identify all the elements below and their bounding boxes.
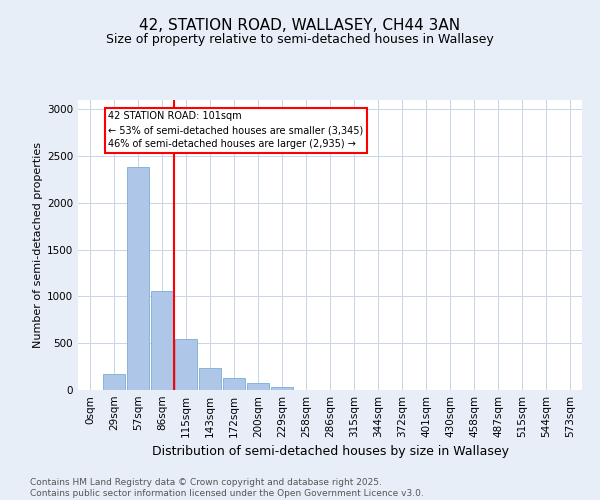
Text: 42, STATION ROAD, WALLASEY, CH44 3AN: 42, STATION ROAD, WALLASEY, CH44 3AN: [139, 18, 461, 32]
Bar: [151, 291, 173, 390]
Bar: [271, 387, 293, 390]
Bar: [127, 168, 149, 390]
X-axis label: Distribution of semi-detached houses by size in Wallasey: Distribution of semi-detached houses by …: [151, 446, 509, 458]
Text: Size of property relative to semi-detached houses in Wallasey: Size of property relative to semi-detach…: [106, 32, 494, 46]
Bar: [175, 340, 197, 390]
Bar: [199, 368, 221, 390]
Bar: [247, 382, 269, 390]
Y-axis label: Number of semi-detached properties: Number of semi-detached properties: [33, 142, 43, 348]
Bar: [103, 374, 125, 390]
Bar: [223, 378, 245, 390]
Text: 42 STATION ROAD: 101sqm
← 53% of semi-detached houses are smaller (3,345)
46% of: 42 STATION ROAD: 101sqm ← 53% of semi-de…: [108, 111, 363, 149]
Text: Contains HM Land Registry data © Crown copyright and database right 2025.
Contai: Contains HM Land Registry data © Crown c…: [30, 478, 424, 498]
